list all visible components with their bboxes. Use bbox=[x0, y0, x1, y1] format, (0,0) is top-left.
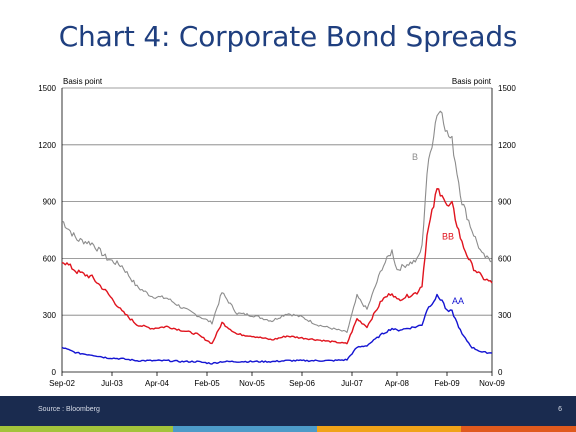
series-label-aa: AA bbox=[452, 296, 464, 306]
slide-title: Chart 4: Corporate Bond Spreads bbox=[58, 20, 518, 53]
x-tick-label: Feb-09 bbox=[434, 379, 460, 388]
footer-stripe bbox=[0, 426, 576, 432]
y-tick-label-right: 1500 bbox=[498, 84, 516, 93]
y-tick-label-right: 300 bbox=[498, 311, 512, 320]
y-tick-label-left: 300 bbox=[43, 311, 57, 320]
y-tick-label-left: 900 bbox=[43, 198, 57, 207]
stripe-orange bbox=[316, 426, 461, 432]
y-tick-label-left: 1200 bbox=[38, 141, 56, 150]
series-label-b: B bbox=[412, 152, 418, 162]
x-tick-label: Feb-05 bbox=[194, 379, 220, 388]
y-axis-label-right: Basis point bbox=[452, 77, 492, 86]
y-tick-label-right: 900 bbox=[498, 198, 512, 207]
y-tick-label-right: 0 bbox=[498, 368, 503, 377]
y-tick-label-left: 0 bbox=[52, 368, 57, 377]
x-tick-label: Jul-07 bbox=[341, 379, 363, 388]
x-tick-label: Nov-09 bbox=[479, 379, 505, 388]
x-tick-label: Jul-03 bbox=[101, 379, 123, 388]
stripe-green bbox=[0, 426, 173, 432]
y-tick-label-right: 1200 bbox=[498, 141, 516, 150]
series-line-b bbox=[61, 110, 493, 333]
source-note: Source : Bloomberg bbox=[38, 406, 100, 413]
x-tick-label: Nov-05 bbox=[239, 379, 265, 388]
y-tick-label-left: 600 bbox=[43, 254, 57, 263]
page-number: 6 bbox=[558, 406, 562, 413]
x-tick-label: Apr-08 bbox=[385, 379, 410, 388]
x-tick-label: Apr-04 bbox=[145, 379, 170, 388]
y-tick-label-right: 600 bbox=[498, 254, 512, 263]
series-label-bb: BB bbox=[442, 231, 454, 241]
series-line-bb bbox=[61, 187, 493, 345]
x-tick-label: Sep-02 bbox=[49, 379, 75, 388]
y-axis-label-left: Basis point bbox=[63, 77, 103, 86]
y-tick-label-left: 1500 bbox=[38, 84, 56, 93]
stripe-red bbox=[460, 426, 576, 432]
series-line-aa bbox=[61, 293, 493, 365]
footer-bar bbox=[0, 396, 576, 426]
stripe-blue bbox=[172, 426, 317, 432]
spreads-line-chart: 0 0 300 300 600 600 900 900 1200 1200 1500 1500 Basi… bbox=[38, 77, 516, 388]
x-tick-label: Sep-06 bbox=[289, 379, 315, 388]
